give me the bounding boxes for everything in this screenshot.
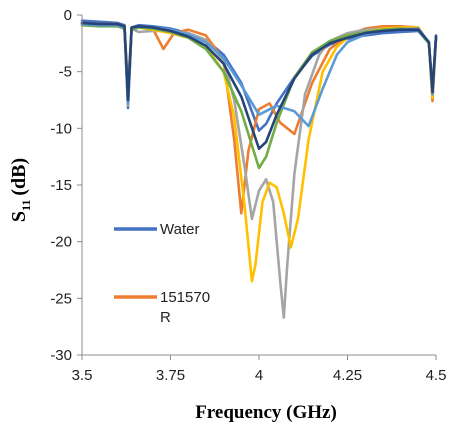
y-tick-label: -20: [50, 234, 72, 251]
x-tick-label: 4: [255, 367, 263, 384]
axes: [77, 14, 437, 360]
y-axis-title: S11 (dB): [8, 158, 33, 222]
y-tick-label: -30: [50, 347, 72, 364]
y-tick-label: -5: [59, 64, 72, 81]
series-line-3: [80, 22, 438, 319]
legend: Water 151570 R: [114, 221, 210, 326]
tick-labels: 0 -5 -10 -15 -20 -25 -303.5 3.75 4 4.25 4.5: [50, 7, 446, 384]
y-axis-title-unit: (dB): [8, 158, 30, 196]
x-tick-label: 4.5: [426, 367, 447, 384]
x-axis-title: Frequency (GHz): [195, 402, 337, 423]
legend-label-151570: 151570: [160, 289, 210, 306]
plot-lines: [80, 19, 438, 319]
x-tick-label: 3.5: [72, 367, 93, 384]
x-tick-label: 3.75: [156, 367, 185, 384]
series-line-2: [80, 21, 438, 215]
series-line-7: [80, 21, 438, 150]
legend-label-151570-line2: R: [160, 309, 171, 326]
y-tick-label: 0: [64, 7, 72, 24]
legend-label-water: Water: [160, 221, 199, 238]
y-tick-label: -10: [50, 120, 72, 137]
y-tick-label: -15: [50, 177, 72, 194]
x-tick-label: 4.25: [333, 367, 362, 384]
series-line-4: [80, 22, 438, 283]
y-tick-label: -25: [50, 290, 72, 307]
y-axis-title-subscript: 11: [19, 200, 33, 211]
y-axis-title-main: S: [8, 211, 30, 222]
